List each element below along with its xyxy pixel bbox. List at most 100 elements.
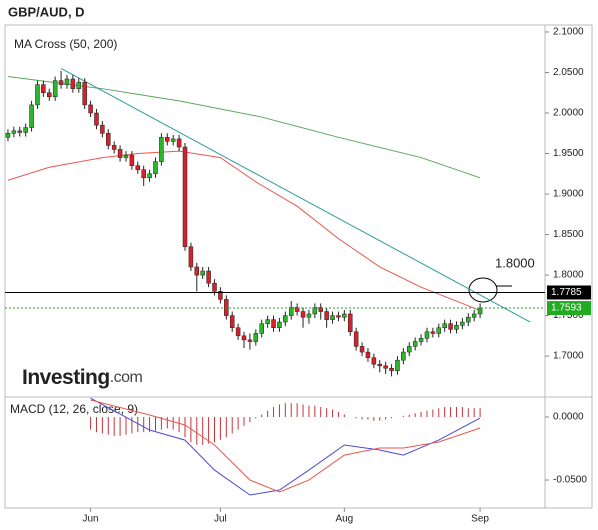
candle-body	[123, 154, 129, 158]
y-tick-label: 0.0000	[553, 412, 584, 423]
candle-body	[159, 137, 164, 162]
candle-body	[88, 104, 93, 114]
x-tick-label: Aug	[335, 514, 353, 525]
candle-body	[47, 92, 52, 98]
candle-body	[106, 133, 111, 146]
candle-body	[229, 315, 235, 328]
y-tick-label: 2.1000	[553, 27, 584, 38]
candle-body	[471, 313, 477, 318]
y-tick-label: 1.9500	[553, 148, 584, 159]
candle-body	[76, 81, 82, 89]
candle-body	[117, 149, 123, 158]
candle-body	[424, 331, 430, 339]
candle-body	[365, 351, 371, 358]
y-tick-label: 2.0500	[553, 67, 584, 78]
candle-body	[330, 315, 335, 320]
price-label: 1.7785	[551, 287, 582, 298]
chart-title: GBP/AUD, D	[8, 4, 85, 19]
candle-body	[418, 338, 424, 342]
macd-title: MACD (12, 26, close, 9)	[10, 402, 138, 416]
brand: Investing	[22, 366, 110, 389]
y-tick-label: 1.7500	[553, 310, 584, 321]
candle-body	[188, 246, 194, 268]
macd-line	[90, 399, 481, 493]
candle-body	[306, 313, 312, 318]
moving-average	[7, 150, 481, 312]
candle-body	[218, 291, 223, 300]
x-tick-label: Jul	[214, 514, 227, 525]
candle-body	[448, 323, 453, 330]
candle-body	[23, 127, 28, 133]
price-label-box	[547, 285, 591, 300]
macd-line	[90, 397, 481, 496]
candle-body	[212, 282, 217, 292]
main-panel	[5, 67, 531, 377]
candle-body	[141, 169, 146, 179]
candle-body	[436, 327, 442, 334]
y-tick-label: 1.8000	[553, 270, 584, 281]
candle-body	[241, 335, 247, 341]
price-label: 1.7593	[551, 303, 582, 314]
candle-body	[94, 112, 99, 126]
candle-body	[235, 327, 241, 337]
frame	[4, 24, 593, 509]
candle-body	[82, 81, 87, 106]
candle-body	[58, 80, 64, 85]
candle-body	[253, 333, 259, 342]
candle-body	[100, 124, 105, 134]
candle-body	[401, 351, 406, 361]
candle-body	[17, 130, 23, 133]
candle-body	[176, 138, 182, 148]
y-tick-label: -0.0500	[553, 475, 587, 486]
indicator-label: MA Cross (50, 200)	[14, 37, 117, 51]
candle-body	[35, 84, 40, 106]
candle-body	[318, 307, 323, 312]
candle-body	[70, 78, 76, 89]
candle-body	[383, 365, 388, 369]
candle-body	[41, 84, 46, 93]
candle-body	[324, 311, 329, 320]
candle-body	[347, 313, 353, 333]
candle-body	[283, 315, 288, 323]
candle-body	[300, 311, 306, 318]
price-label-box	[547, 301, 591, 316]
candle-body	[277, 321, 282, 328]
candle-body	[336, 315, 341, 318]
candle-body	[52, 80, 58, 98]
candle-body	[407, 346, 412, 353]
x-tick-label: Jun	[83, 514, 99, 525]
candle-body	[135, 165, 141, 170]
highlight-circle	[468, 277, 498, 303]
candle-body	[466, 316, 471, 323]
candle-body	[11, 130, 17, 134]
candle-body	[395, 359, 400, 371]
candle-body	[153, 161, 158, 175]
candle-body	[442, 323, 447, 328]
macd-panel	[90, 397, 481, 496]
candle-body	[147, 173, 152, 179]
y-tick-label: 1.7000	[553, 351, 584, 362]
candle-body	[247, 339, 253, 342]
brand-logo: Investing.com	[22, 366, 143, 389]
candle-body	[29, 104, 34, 128]
candle-body	[259, 323, 264, 334]
candle-body	[389, 368, 394, 371]
candle-body	[64, 78, 70, 85]
candle-body	[200, 270, 205, 276]
x-tick-label: Sep	[471, 514, 489, 525]
candle-body	[312, 307, 318, 315]
candle-body	[271, 319, 276, 328]
candle-body	[194, 266, 200, 276]
annotation: 1.8000	[495, 255, 535, 270]
candle-body	[224, 299, 229, 316]
candle-body	[477, 307, 483, 315]
moving-average	[7, 76, 481, 179]
candle-body	[430, 331, 436, 334]
candle-body	[288, 307, 294, 316]
y-tick-label: 1.9000	[553, 189, 584, 200]
candle-body	[5, 133, 11, 138]
trendline	[60, 67, 531, 323]
candle-body	[265, 319, 270, 324]
